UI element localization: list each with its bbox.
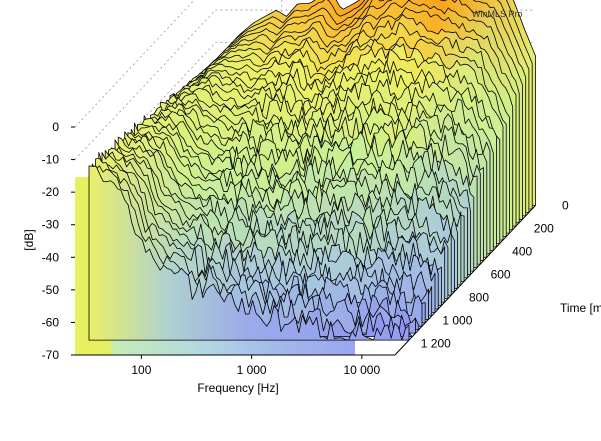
- slice-surface: [88, 165, 410, 341]
- z-tick-label: 400: [512, 245, 532, 259]
- x-axis-label: Frequency [Hz]: [197, 381, 278, 395]
- z-tick-label: 1 000: [442, 314, 472, 328]
- grid-line-depth: [74, 42, 216, 193]
- x-tick-label: 10 000: [343, 363, 380, 377]
- z-tick-label: 200: [534, 222, 554, 236]
- waterfall-slices: [88, 0, 536, 341]
- grid-line-depth: [74, 9, 216, 160]
- z-tick-label: 800: [469, 291, 489, 305]
- y-tick-label: -60: [42, 315, 60, 329]
- z-tick-label: 0: [562, 199, 569, 213]
- y-tick-label: -40: [42, 250, 60, 264]
- x-tick-label: 100: [131, 363, 151, 377]
- y-tick-label: 0: [52, 120, 59, 134]
- z-tick-label: 600: [491, 268, 511, 282]
- z-axis-line: [394, 205, 536, 356]
- axes: 100 1 000 10 000 0 -10 -20 -30 -40 -50 -60 -70 0 200…: [22, 120, 601, 395]
- y-tick-label: -50: [42, 283, 60, 297]
- y-tick-label: -20: [42, 185, 60, 199]
- z-axis-label: Time [m: [560, 301, 601, 315]
- y-tick-label: -10: [42, 153, 60, 167]
- y-tick-label: -30: [42, 218, 60, 232]
- x-tick-label: 1 000: [237, 363, 267, 377]
- y-axis-label: [dB]: [22, 229, 36, 250]
- z-tick-label: 1 200: [421, 337, 451, 351]
- brand-label: WinMLS Pro: [472, 9, 523, 19]
- y-tick-label: -70: [42, 348, 60, 362]
- grid-line-depth: [74, 0, 195, 128]
- waterfall-slice: [88, 165, 410, 341]
